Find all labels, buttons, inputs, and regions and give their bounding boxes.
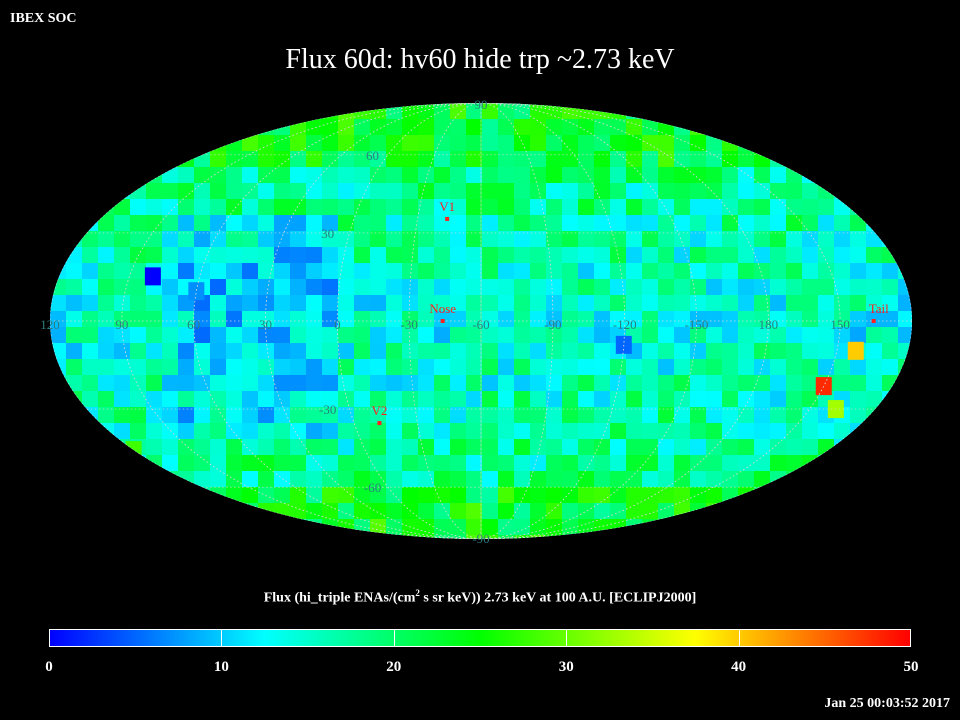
lat-label: 30: [321, 226, 334, 241]
markers: V1 Nose V2 Tail: [371, 199, 889, 426]
lat-label: 90: [475, 97, 488, 112]
lon-label: -150: [685, 317, 709, 332]
marker-label: Nose: [429, 301, 456, 316]
marker-label: Tail: [869, 301, 889, 316]
meridian-line: [193, 103, 769, 539]
colorbar-title: Flux (hi_triple ENAs/(cm2 s sr keV)) 2.7…: [0, 588, 960, 607]
colorbar-tick-label: 0: [45, 659, 53, 675]
colorbar-tick-label: 30: [558, 659, 574, 675]
lon-label: -120: [613, 317, 637, 332]
colorbar-tick-line: [221, 630, 223, 646]
flux-hotspots: [125, 267, 864, 460]
colorbar-tick-label: 10: [213, 659, 229, 675]
lat-label: -60: [364, 480, 381, 495]
colorbar-title-sup: 2: [415, 588, 420, 598]
flux-feature-6: [144, 267, 161, 286]
graticule-labels: 90 60 30 -30 -60 -90 60 30 0 -30 -60 -90 -120 -150 180…: [40, 97, 850, 546]
colorbar-tick-label: 20: [386, 659, 402, 675]
colorbar-tick-label: 40: [731, 659, 747, 675]
flux-feature-0: [615, 335, 632, 354]
lat-label: 60: [366, 148, 379, 163]
lon-label: -30: [400, 317, 417, 332]
lon-label: 90: [115, 317, 128, 332]
meridian-line: [121, 103, 841, 539]
marker-tail: [871, 319, 876, 323]
lon-label: 0: [334, 317, 341, 332]
marker-label: V2: [371, 403, 387, 418]
meridian-line: [408, 103, 554, 539]
colorbar-tick-label: 50: [903, 659, 919, 675]
lon-label: -60: [472, 317, 489, 332]
lon-label: 120: [40, 317, 60, 332]
marker-v1: [445, 216, 450, 221]
meridian-line: [336, 103, 626, 539]
marker-v2: [377, 421, 382, 426]
lon-label: -90: [544, 317, 561, 332]
meridian-line: [265, 103, 697, 539]
plot-title: Flux 60d: hv60 hide trp ~2.73 keV: [285, 44, 675, 75]
colorbar-title-post: s sr keV)) 2.73 keV at 100 A.U. [ECLIPJ2…: [419, 590, 697, 606]
flux-feature-1: [188, 282, 205, 301]
colorbar-tick-line: [566, 630, 568, 646]
flux-feature-4: [815, 377, 832, 396]
lon-label: 150: [830, 317, 850, 332]
colorbar: [49, 629, 911, 647]
marker-nose: [440, 319, 445, 323]
marker-label: V1: [439, 199, 455, 214]
colorbar-tick-line: [393, 630, 395, 646]
source-label: IBEX SOC: [10, 11, 77, 26]
timestamp: Jan 25 00:03:52 2017: [824, 696, 950, 711]
lon-label: 180: [759, 317, 779, 332]
colorbar-title-pre: Flux (hi_triple ENAs/(cm: [263, 590, 416, 606]
colorbar-tick-line: [738, 630, 740, 646]
lat-label: -30: [319, 402, 336, 417]
flux-feature-2: [125, 441, 142, 460]
lon-label: 60: [187, 317, 200, 332]
lat-label: -90: [472, 531, 489, 546]
lon-label: 30: [259, 317, 272, 332]
flux-feature-5: [847, 341, 864, 360]
graticule: [50, 103, 912, 539]
